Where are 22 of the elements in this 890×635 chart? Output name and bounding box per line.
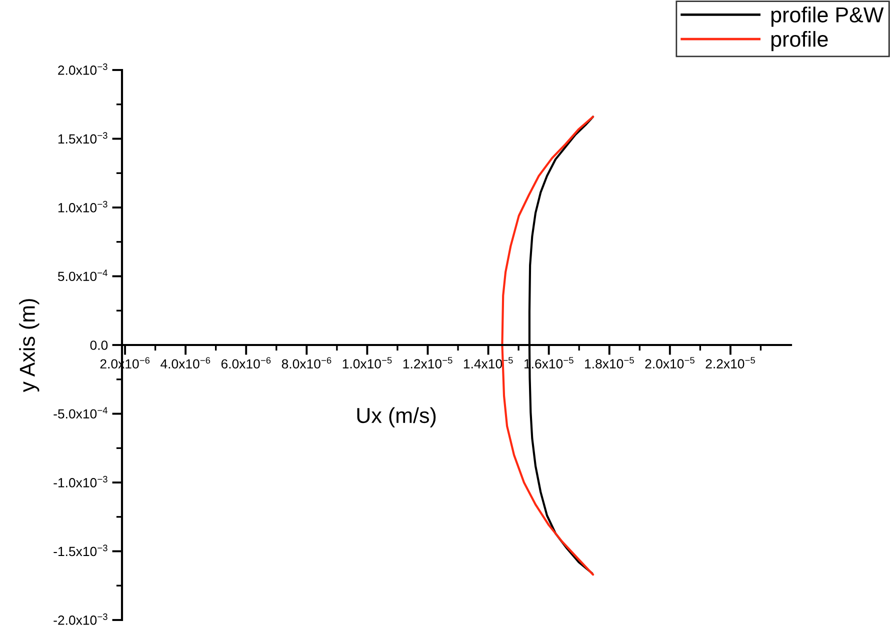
x-tick-label: 8.0x10$^{−6}$ [282,357,332,369]
x-tick-label: 1.0x10$^{−5}$ [342,357,392,368]
x-tick-label: 4.0x10$^{−6}$ [160,357,210,369]
y-tick-label: -1.0x10$^{−3}$ [54,476,108,488]
y-tick-label: 1.0x10$^{−3}$ [58,200,108,212]
x-tick-label: 1.2x10$^{−5}$ [403,357,452,368]
y-tick-label: -5.0x10$^{−4}$ [54,407,108,419]
y-tick-label: -2.0x10$^{−3}$ [54,613,108,625]
y-tick-label: 5.0x10$^{−4}$ [58,270,108,282]
y-axis-title: y Axis (m) [19,299,40,392]
x-tick-label: 2.2x10$^{−5}$ [706,357,756,368]
y-tick-label: 1.5x10$^{−3}$ [58,132,108,144]
x-tick-label: 1.4x10$^{−5}$ [464,357,513,368]
y-tick-label: -1.5x10$^{−3}$ [54,544,108,556]
y-tick-label: 2.0x10$^{−3}$ [58,63,108,75]
x-axis-title: Ux (m/s) [357,407,436,428]
legend-label: profile [771,31,828,52]
y-tick-label: 0.0 [90,340,108,350]
x-tick-label: 1.8x10$^{−5}$ [585,357,634,368]
x-tick-label: 6.0x10$^{−6}$ [221,357,271,369]
legend-label: profile P&W [771,6,884,27]
x-tick-label: 2.0x10$^{−5}$ [645,357,694,368]
